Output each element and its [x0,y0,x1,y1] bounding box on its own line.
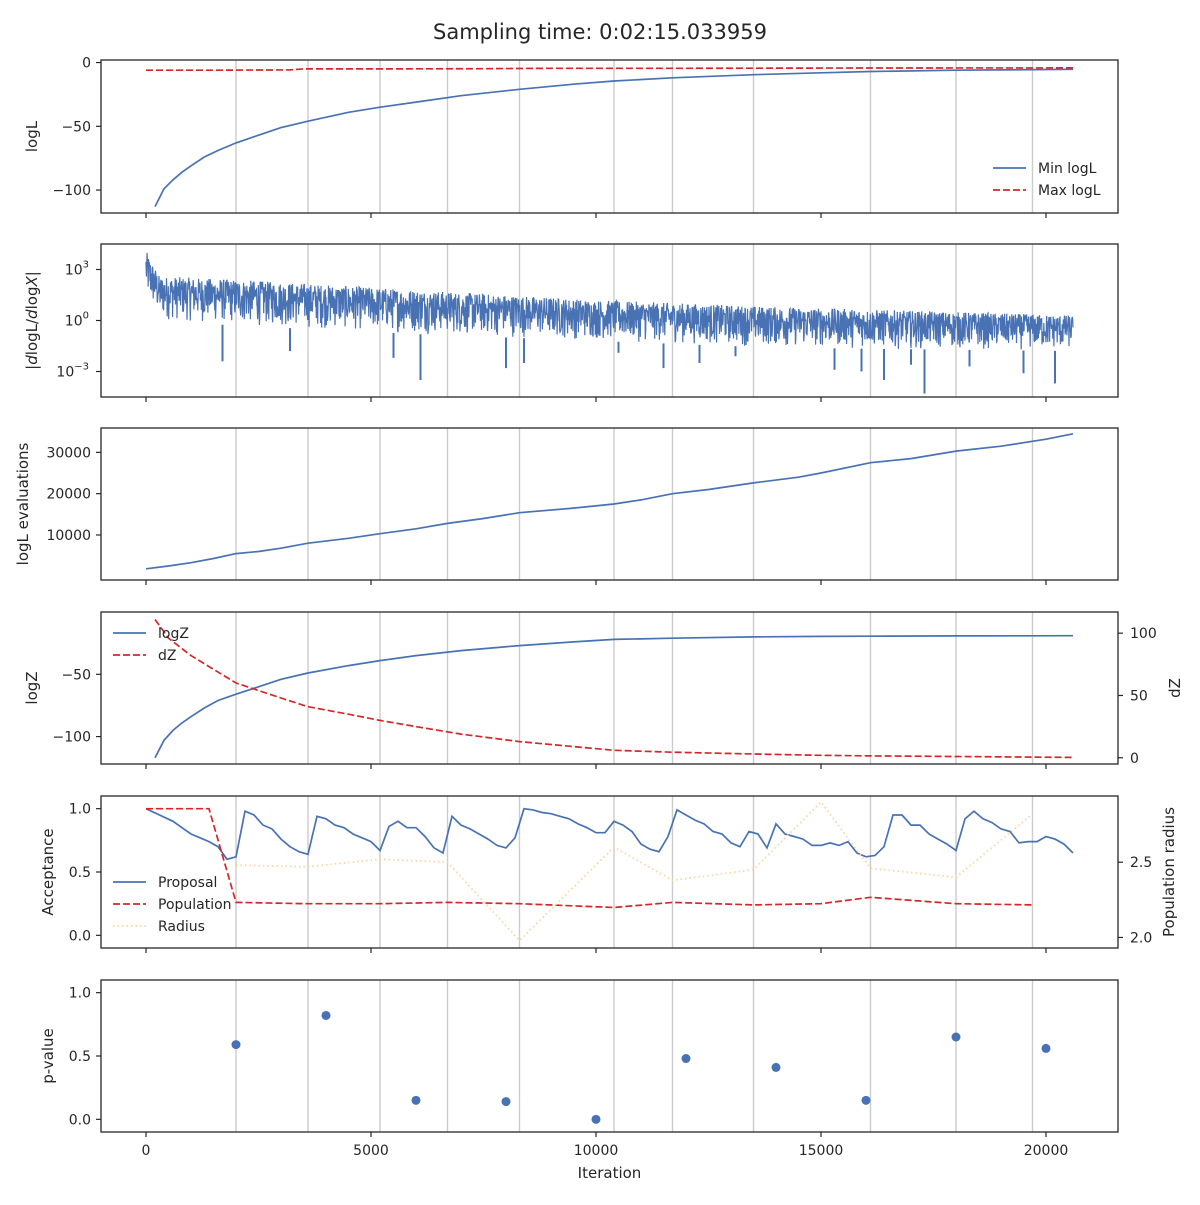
y-axis-label: logL [23,120,41,152]
y-tick-label: 1.0 [69,802,91,818]
y-tick-label: 0.5 [69,1049,91,1065]
y-axis-label: p-value [39,1028,57,1084]
axes-frame [100,611,1119,765]
y-tick-label-right: 0 [1130,751,1139,767]
y-tick-label: 100 [65,311,89,330]
y-tick-label: 10000 [46,528,91,544]
y-tick-label: 20000 [46,487,91,503]
data-layer [154,619,1074,759]
panel-acceptance: 1.0 0.5 0.0 2.5 2.0 Acceptance Population radi… [39,795,1178,953]
legend-label: Proposal [158,875,217,891]
y-axis-label: logL evaluations [14,442,32,565]
data-point [681,1054,691,1064]
axes-frame [100,59,1119,214]
y-tick-label: 0 [82,56,91,72]
legend-label: Radius [158,919,205,935]
data-point [771,1062,781,1072]
data-point [1041,1043,1051,1053]
y-tick-label: 10−3 [56,362,89,381]
data-layer [145,432,1074,570]
panel-evals: 10000 20000 30000 logL evaluations [14,427,1119,585]
legend-label: logZ [158,626,189,642]
y-tick-label: 0.0 [69,928,91,944]
y-tick-label: −100 [53,183,91,199]
y-axis-label: |dlogL/dlogX| [23,271,41,370]
series-line-population [146,807,1033,909]
data-point [591,1114,601,1124]
series-line-min-logl [154,68,1074,207]
series-line-radius [235,800,1034,942]
series-line-max-logl [146,67,1074,72]
data-point [231,1040,241,1050]
y-tick-label-right: 50 [1130,688,1148,704]
y-tick-label-right: 100 [1130,626,1157,642]
x-tick-label: 5000 [353,1143,389,1159]
data-point [411,1095,421,1105]
y-tick-label: −50 [61,119,91,135]
y-tick-label: −50 [61,667,91,683]
data-layer [145,252,1074,394]
series-line-logz [154,634,1074,759]
panel-logZ: −50 −100 100 50 0 logZ dZ logZ dZ [23,611,1184,769]
legend-label: Min logL [1038,161,1097,177]
axes-frame [100,427,1119,581]
x-axis-label: Iteration [578,1164,642,1182]
series-line [145,252,1074,350]
legend-label: Max logL [1038,183,1101,199]
y-tick-label: 0.0 [69,1112,91,1128]
y-tick-label: 0.5 [69,865,91,881]
axes-frame [100,979,1119,1133]
y-axis-label-right: dZ [1166,678,1184,698]
y-tick-label-right: 2.0 [1130,930,1152,946]
panel-logL: 0 −50 −100 logL Min logL Max logL [23,56,1119,218]
data-point [951,1032,961,1042]
y-tick-label-right: 2.5 [1130,855,1152,871]
legend-label: dZ [158,648,176,664]
y-tick-label: 103 [65,260,89,279]
data-layer [231,1010,1051,1124]
y-axis-label-right: Population radius [1160,807,1178,937]
legend-label: Population [158,897,232,913]
data-point [321,1010,331,1020]
x-tick-label: 15000 [799,1143,844,1159]
y-axis-label: logZ [23,671,41,704]
series-line-dz [154,619,1074,759]
y-tick-label: −100 [53,730,91,746]
y-axis-label: Acceptance [39,828,57,915]
panel-dlogL: |dlogL/dlogX| [23,243,1119,402]
data-layer [145,800,1074,942]
y-tick-label: 1.0 [69,986,91,1002]
chart-title: Sampling time: 0:02:15.033959 [433,20,767,44]
series-line-logl-evaluations [145,432,1074,570]
x-tick-label: 10000 [574,1143,619,1159]
x-tick-label: 20000 [1024,1143,1069,1159]
x-tick-label: 0 [142,1143,151,1159]
data-point [861,1095,871,1105]
y-tick-label: 30000 [46,445,91,461]
data-point [501,1097,511,1107]
panel-pvalue: 1.0 0.5 0.0 0 5000 10000 15000 20000 p-value Iter… [39,979,1119,1182]
series-line-proposal [145,807,1074,861]
data-layer [146,67,1074,207]
